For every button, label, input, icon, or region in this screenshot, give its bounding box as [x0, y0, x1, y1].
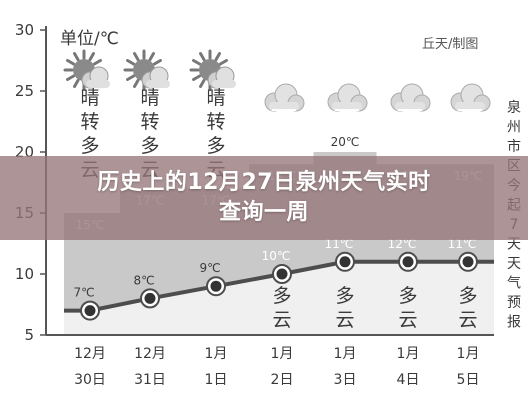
high-temperature-label: 20℃ [331, 135, 360, 149]
cloud-icon [264, 83, 305, 115]
low-temperature-area [64, 261, 494, 335]
banner-title-line-1: 历史上的12月27日泉州天气实时 [97, 170, 431, 195]
x-tick-day-label: 1日 [205, 372, 228, 388]
x-tick-month-label: 12月 [134, 346, 166, 362]
weather-description-label: 多云 [458, 285, 477, 331]
y-tick-label: 10 [15, 265, 34, 283]
weather-description-label: 多云 [272, 285, 291, 331]
x-tick-month-label: 1月 [397, 346, 420, 362]
low-temperature-label: 8℃ [133, 273, 154, 287]
sun-cloud-icon [123, 49, 170, 91]
low-temperature-point-core [210, 280, 222, 292]
x-tick-month-label: 12月 [74, 346, 106, 362]
low-temperature-point-core [402, 256, 414, 268]
low-temperature-label: 7℃ [73, 286, 94, 300]
y-tick-label: 30 [15, 21, 34, 39]
low-temperature-point-core [84, 305, 96, 317]
x-tick-day-label: 3日 [334, 372, 357, 388]
weather-description-label: 多云 [398, 285, 417, 331]
sun-cloud-icon [63, 49, 110, 91]
sun-cloud-icon [189, 49, 236, 91]
cloud-icon [450, 83, 491, 115]
low-temperature-point-core [144, 292, 156, 304]
x-tick-month-label: 1月 [457, 346, 480, 362]
low-temperature-point-core [276, 268, 288, 280]
cloud-icon [327, 83, 368, 115]
low-temperature-point-core [462, 256, 474, 268]
weather-description-label: 多云 [335, 285, 354, 331]
title-banner: 历史上的12月27日泉州天气实时 查询一周 [0, 156, 528, 240]
low-temperature-label: 12℃ [388, 237, 417, 251]
x-tick-month-label: 1月 [334, 346, 357, 362]
y-tick-label: 5 [24, 326, 34, 344]
x-tick-month-label: 1月 [205, 346, 228, 362]
low-temperature-label: 9℃ [199, 261, 220, 275]
x-tick-day-label: 30日 [74, 372, 106, 388]
low-temperature-point-core [339, 256, 351, 268]
banner-title-line-2: 查询一周 [218, 200, 309, 225]
low-temperature-label: 11℃ [448, 237, 477, 251]
x-tick-month-label: 1月 [271, 346, 294, 362]
x-tick-day-label: 31日 [134, 372, 166, 388]
low-temperature-label: 11℃ [325, 237, 354, 251]
cloud-icon [390, 83, 431, 115]
x-tick-day-label: 5日 [457, 372, 480, 388]
x-tick-day-label: 2日 [271, 372, 294, 388]
y-unit-label: 单位/℃ [60, 29, 119, 49]
y-tick-label: 25 [15, 82, 34, 100]
x-tick-day-label: 4日 [397, 372, 420, 388]
credit-label: 丘天/制图 [422, 37, 478, 52]
low-temperature-label: 10℃ [262, 249, 291, 263]
